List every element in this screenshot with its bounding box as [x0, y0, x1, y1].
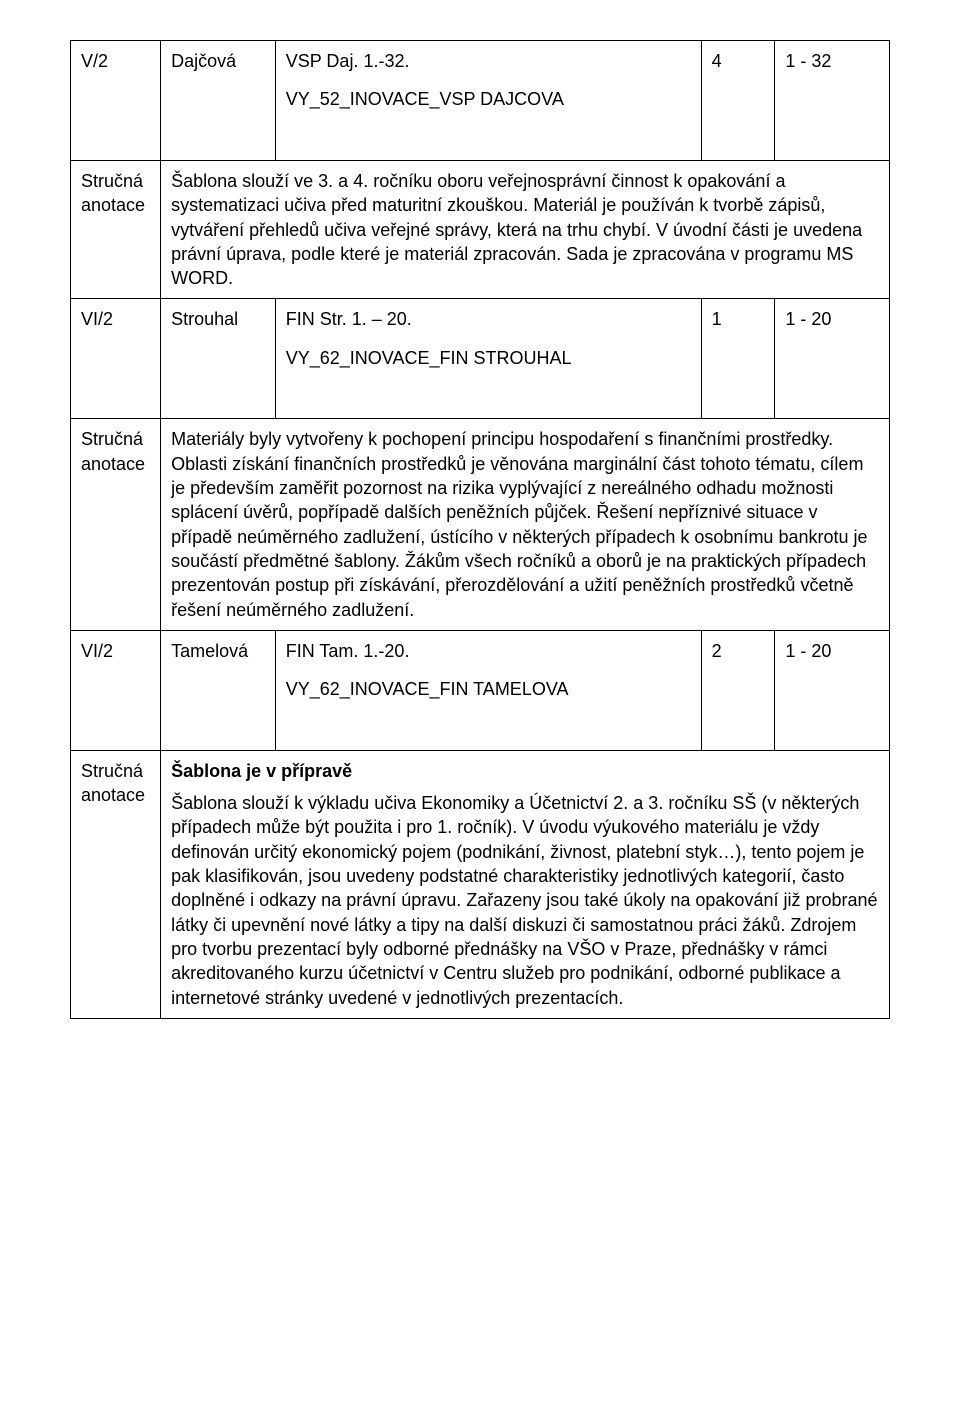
annotation-label-cell: Stručná anotace: [71, 750, 161, 1018]
desc-line1: FIN Tam. 1.-20.: [286, 639, 691, 663]
range-cell: 1 - 20: [775, 630, 890, 750]
code-cell: V/2: [71, 41, 161, 161]
desc-cell: VSP Daj. 1.-32. VY_52_INOVACE_VSP DAJCOV…: [275, 41, 701, 161]
annot-label2: anotace: [81, 454, 145, 474]
document-page: V/2 Dajčová VSP Daj. 1.-32. VY_52_INOVAC…: [0, 0, 960, 1079]
annotation-text: Šablona slouží ve 3. a 4. ročníku oboru …: [171, 171, 862, 288]
annot-label2: anotace: [81, 785, 145, 805]
annotation-text: Materiály byly vytvořeny k pochopení pri…: [171, 429, 867, 619]
annot-label1: Stručná: [81, 761, 143, 781]
desc-code: VY_62_INOVACE_FIN STROUHAL: [286, 346, 691, 370]
annotation-body-cell: Šablona slouží ve 3. a 4. ročníku oboru …: [161, 161, 890, 299]
table-row: VI/2 Strouhal FIN Str. 1. – 20. VY_62_IN…: [71, 299, 890, 419]
count-cell: 1: [701, 299, 775, 419]
desc-code: VY_62_INOVACE_FIN TAMELOVA: [286, 677, 691, 701]
range-cell: 1 - 32: [775, 41, 890, 161]
code-cell: VI/2: [71, 299, 161, 419]
main-table: V/2 Dajčová VSP Daj. 1.-32. VY_52_INOVAC…: [70, 40, 890, 1019]
table-row: VI/2 Tamelová FIN Tam. 1.-20. VY_62_INOV…: [71, 630, 890, 750]
desc-line1: VSP Daj. 1.-32.: [286, 49, 691, 73]
annotation-text: Šablona slouží k výkladu učiva Ekonomiky…: [171, 793, 877, 1007]
table-row: Stručná anotace Šablona je v přípravě Ša…: [71, 750, 890, 1018]
annot-label2: anotace: [81, 195, 145, 215]
annotation-body-cell: Šablona je v přípravě Šablona slouží k v…: [161, 750, 890, 1018]
annot-label1: Stručná: [81, 171, 143, 191]
table-row: Stručná anotace Šablona slouží ve 3. a 4…: [71, 161, 890, 299]
author-cell: Tamelová: [161, 630, 276, 750]
annotation-label-cell: Stručná anotace: [71, 161, 161, 299]
annotation-label-cell: Stručná anotace: [71, 419, 161, 630]
desc-line1: FIN Str. 1. – 20.: [286, 307, 691, 331]
code-cell: VI/2: [71, 630, 161, 750]
desc-cell: FIN Tam. 1.-20. VY_62_INOVACE_FIN TAMELO…: [275, 630, 701, 750]
table-row: V/2 Dajčová VSP Daj. 1.-32. VY_52_INOVAC…: [71, 41, 890, 161]
annotation-bold-title: Šablona je v přípravě: [171, 759, 879, 783]
annot-label1: Stručná: [81, 429, 143, 449]
annotation-body-cell: Materiály byly vytvořeny k pochopení pri…: [161, 419, 890, 630]
desc-cell: FIN Str. 1. – 20. VY_62_INOVACE_FIN STRO…: [275, 299, 701, 419]
desc-code: VY_52_INOVACE_VSP DAJCOVA: [286, 87, 691, 111]
count-cell: 4: [701, 41, 775, 161]
author-cell: Dajčová: [161, 41, 276, 161]
table-row: Stručná anotace Materiály byly vytvořeny…: [71, 419, 890, 630]
author-cell: Strouhal: [161, 299, 276, 419]
range-cell: 1 - 20: [775, 299, 890, 419]
count-cell: 2: [701, 630, 775, 750]
